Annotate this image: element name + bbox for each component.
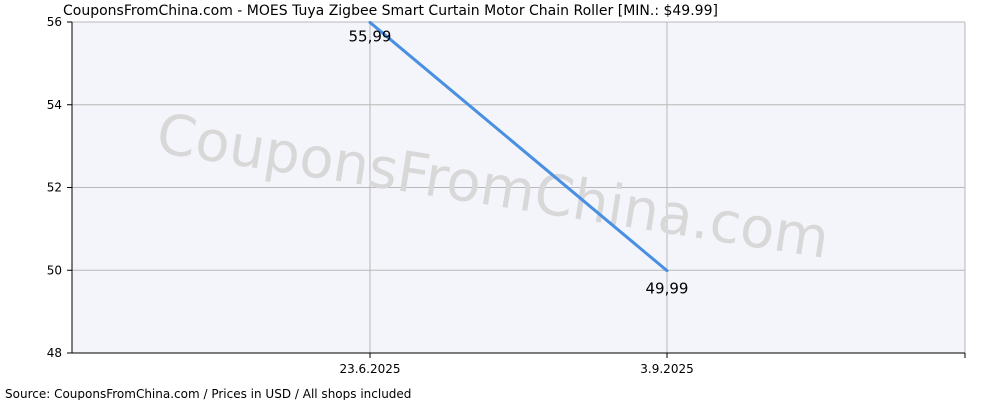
y-tick-label: 52 — [47, 181, 62, 195]
x-axis-ticks: 23.6.2025 3.9.2025 — [339, 353, 966, 376]
y-tick-label: 56 — [47, 15, 62, 29]
source-note: Source: CouponsFromChina.com / Prices in… — [5, 387, 411, 400]
y-tick-label: 50 — [47, 263, 62, 277]
data-label: 55,99 — [349, 27, 392, 45]
series-group: 55,99 49,99 — [349, 20, 689, 298]
grid-lines — [72, 21, 966, 353]
y-axis-ticks: 48 50 52 54 56 — [47, 15, 72, 360]
data-point — [665, 269, 669, 273]
data-point — [368, 20, 372, 24]
y-tick-label: 48 — [47, 346, 62, 360]
x-tick-label: 3.9.2025 — [640, 362, 693, 376]
y-tick-label: 54 — [47, 98, 62, 112]
series-line — [369, 21, 668, 272]
x-tick-label: 23.6.2025 — [339, 362, 400, 376]
chart-title: CouponsFromChina.com - MOES Tuya Zigbee … — [63, 3, 718, 19]
data-label: 49,99 — [646, 280, 689, 298]
